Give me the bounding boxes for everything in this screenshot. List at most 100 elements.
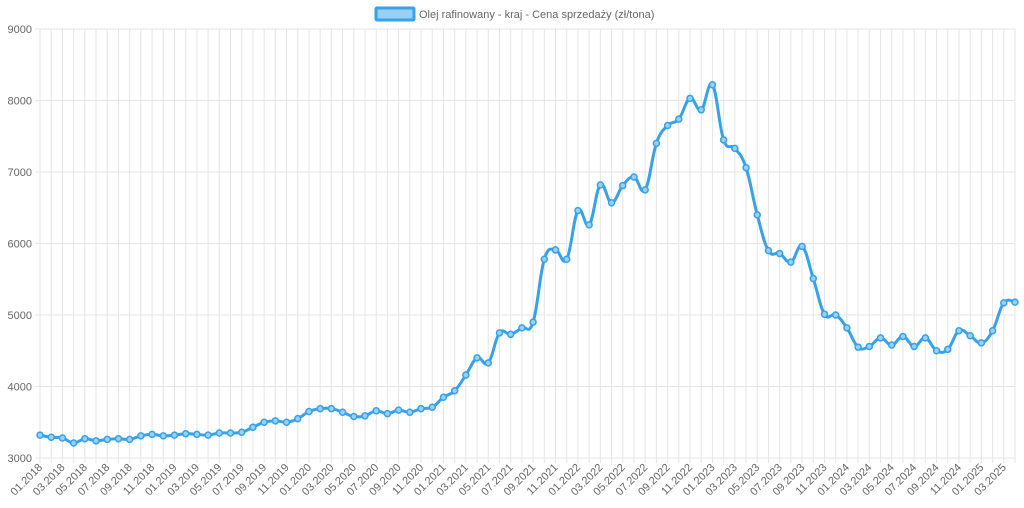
data-point[interactable] [854,343,862,351]
data-point[interactable] [338,408,347,416]
data-point[interactable] [92,437,100,445]
y-tick-label: 3000 [8,453,32,465]
series [36,81,1019,447]
data-point[interactable] [484,359,493,367]
data-point[interactable] [47,433,55,442]
data-point[interactable] [271,417,280,425]
data-point[interactable] [305,407,313,416]
data-point[interactable] [473,354,481,362]
data-point[interactable] [831,311,840,319]
data-point[interactable] [1011,298,1019,306]
data-point[interactable] [125,435,134,444]
data-point[interactable] [988,326,997,335]
data-point[interactable] [585,221,593,229]
data-point[interactable] [787,258,795,266]
data-point[interactable] [249,423,257,432]
legend[interactable]: Olej rafinowany - kraj - Cena sprzedaży … [374,6,654,22]
data-point[interactable] [663,121,672,130]
series-line [39,82,1016,445]
data-point[interactable] [719,136,728,144]
data-point[interactable] [506,330,515,339]
data-point[interactable] [619,181,627,190]
data-point[interactable] [495,329,504,337]
y-tick-label: 7000 [8,167,32,179]
data-point[interactable] [394,406,403,414]
data-point[interactable] [775,249,784,258]
data-point[interactable] [406,408,414,416]
data-point[interactable] [260,418,268,426]
data-point[interactable] [215,429,224,437]
data-point[interactable] [551,246,560,254]
data-point[interactable] [181,429,190,438]
data-point[interactable] [820,310,829,319]
data-point[interactable] [944,345,952,354]
data-point[interactable] [932,347,941,355]
data-point[interactable] [742,163,750,172]
data-point[interactable] [887,341,896,349]
data-point[interactable] [383,409,392,418]
data-point[interactable] [204,431,212,439]
data-point[interactable] [159,432,168,440]
data-point[interactable] [137,432,145,440]
data-point[interactable] [910,342,918,351]
data-point[interactable] [350,412,358,421]
data-point[interactable] [428,403,436,411]
data-point[interactable] [193,430,201,439]
data-point[interactable] [361,412,369,420]
legend-swatch[interactable] [374,6,416,22]
data-point[interactable] [36,431,44,439]
data-point[interactable] [294,414,302,423]
data-point[interactable] [462,371,470,379]
data-point[interactable] [417,404,425,413]
data-point[interactable] [843,324,851,332]
data-point[interactable] [675,115,683,123]
data-point[interactable] [596,181,605,189]
data-point[interactable] [103,435,111,444]
data-point[interactable] [753,211,761,219]
data-point[interactable] [529,318,537,326]
y-tick-label: 4000 [8,382,32,394]
data-point[interactable] [955,326,963,335]
data-point[interactable] [966,331,974,340]
data-point[interactable] [439,393,448,401]
data-point[interactable] [1000,299,1008,307]
data-point[interactable] [686,94,694,103]
data-point[interactable] [69,439,78,447]
data-point[interactable] [708,81,717,89]
data-point[interactable] [574,206,582,215]
data-point[interactable] [148,430,156,439]
data-point[interactable] [977,339,986,347]
y-tick-label: 5000 [8,310,32,322]
data-point[interactable] [450,387,459,395]
data-point[interactable] [630,173,638,181]
data-point[interactable] [899,332,907,341]
data-point[interactable] [562,255,571,263]
data-point[interactable] [865,342,874,351]
data-point[interactable] [697,106,705,114]
data-point[interactable] [540,255,549,263]
data-point[interactable] [226,429,235,437]
y-tick-label: 9000 [8,24,32,36]
data-point[interactable] [170,431,179,439]
data-point[interactable] [607,198,616,207]
data-point[interactable] [282,418,291,426]
data-point[interactable] [764,246,773,255]
data-point[interactable] [518,324,526,332]
data-point[interactable] [876,334,885,342]
data-point[interactable] [798,242,806,251]
data-point[interactable] [652,139,661,148]
data-point[interactable] [316,404,324,413]
data-point[interactable] [372,407,380,415]
data-point[interactable] [237,428,246,437]
data-point[interactable] [731,144,739,153]
data-point[interactable] [641,186,649,194]
data-point[interactable] [809,274,818,283]
data-point[interactable] [327,404,336,413]
y-tick-label: 6000 [8,239,32,251]
data-point[interactable] [114,434,123,443]
data-point[interactable] [921,334,930,342]
data-point[interactable] [58,434,67,442]
data-point[interactable] [81,434,89,443]
legend-label[interactable]: Olej rafinowany - kraj - Cena sprzedaży … [419,9,654,21]
